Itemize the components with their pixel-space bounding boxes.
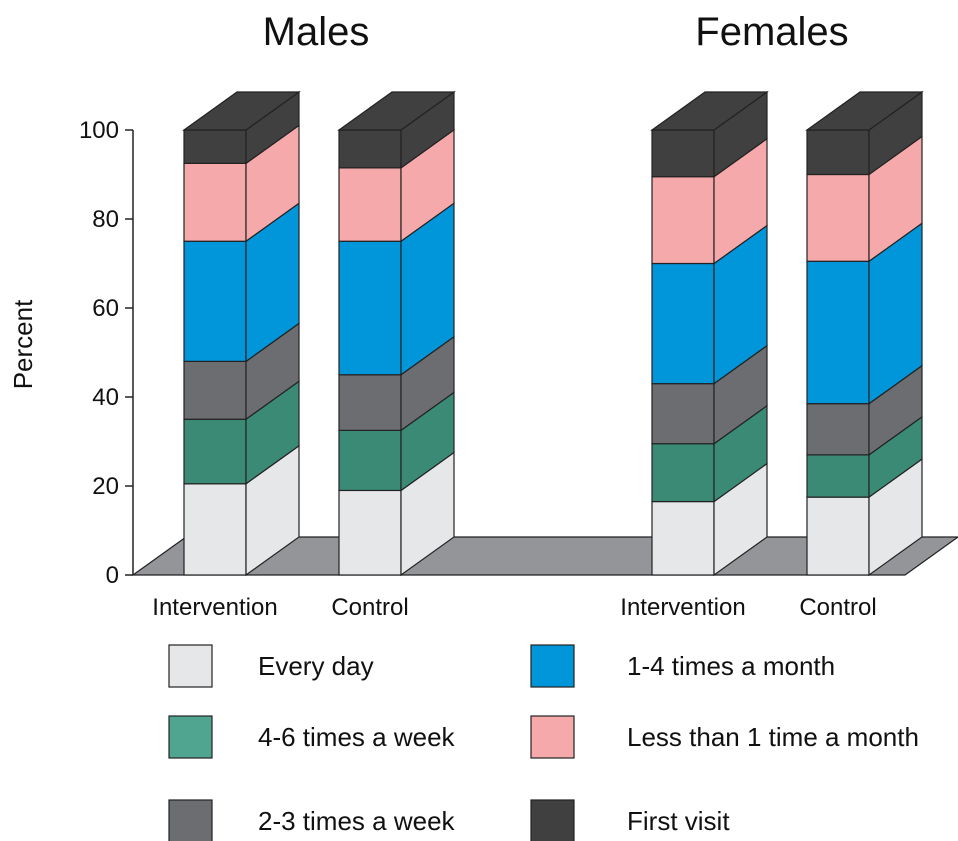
bar-segment-front: [338, 240, 402, 376]
bar-segment-front: [338, 129, 402, 169]
x-category-label: Intervention: [152, 594, 277, 621]
legend-label: Less than 1 time a month: [627, 722, 919, 752]
legend-swatch: [168, 644, 213, 688]
bar-segment-front: [338, 489, 402, 576]
legend-swatch: [530, 644, 575, 688]
bar-segment-front: [806, 129, 870, 176]
bar-stack: [805, 90, 924, 577]
bar-top-face: [337, 91, 456, 131]
legend-label: First visit: [627, 806, 730, 836]
legend-swatch: [168, 799, 213, 841]
bar-segment-front: [806, 173, 870, 262]
bar-segment-front: [651, 176, 715, 265]
bar-segment-front: [651, 262, 715, 385]
bar-stack: [337, 90, 456, 577]
bar-segment-front: [651, 383, 715, 445]
y-tick-label: 40: [92, 384, 119, 411]
bar-segment-front: [338, 429, 402, 492]
panel-title: Females: [695, 10, 848, 54]
y-tick-label: 20: [92, 473, 119, 500]
bar-top-face: [182, 91, 301, 131]
legend-label: 4-6 times a week: [258, 722, 456, 752]
y-axis-label: Percent: [8, 299, 38, 389]
bar-stack: [650, 90, 769, 577]
bar-segment-front: [183, 240, 247, 363]
bar-top-face: [650, 91, 769, 131]
bar-segment-front: [651, 500, 715, 576]
legend-swatch: [168, 715, 213, 759]
y-tick-label: 100: [79, 117, 119, 144]
bar-top-face: [805, 91, 924, 131]
legend-label: Every day: [258, 651, 374, 681]
bar-segment-front: [806, 496, 870, 576]
bar-segment-front: [183, 418, 247, 485]
y-tick-label: 80: [92, 206, 119, 233]
x-category-label: Control: [799, 594, 876, 621]
bar-segment-front: [651, 129, 715, 178]
y-tick-label: 60: [92, 295, 119, 322]
x-category-label: Control: [331, 594, 408, 621]
bar-segment-front: [806, 260, 870, 405]
bar-segment-front: [806, 403, 870, 456]
y-tick-label: 0: [106, 562, 119, 589]
bar-stack: [182, 90, 301, 577]
bar-segment-front: [651, 443, 715, 503]
bar-segment-front: [183, 162, 247, 242]
x-category-label: Intervention: [620, 594, 745, 621]
legend-label: 2-3 times a week: [258, 806, 456, 836]
legend-label: 1-4 times a month: [627, 651, 835, 681]
bar-segment-front: [183, 129, 247, 164]
panel-title: Males: [263, 10, 370, 54]
bar-segment-front: [338, 374, 402, 431]
legend-swatch: [530, 799, 575, 841]
bar-segment-front: [806, 454, 870, 498]
bar-segment-front: [183, 360, 247, 420]
bar-segment-front: [338, 167, 402, 242]
bar-segment-front: [183, 483, 247, 576]
legend-swatch: [530, 715, 575, 759]
